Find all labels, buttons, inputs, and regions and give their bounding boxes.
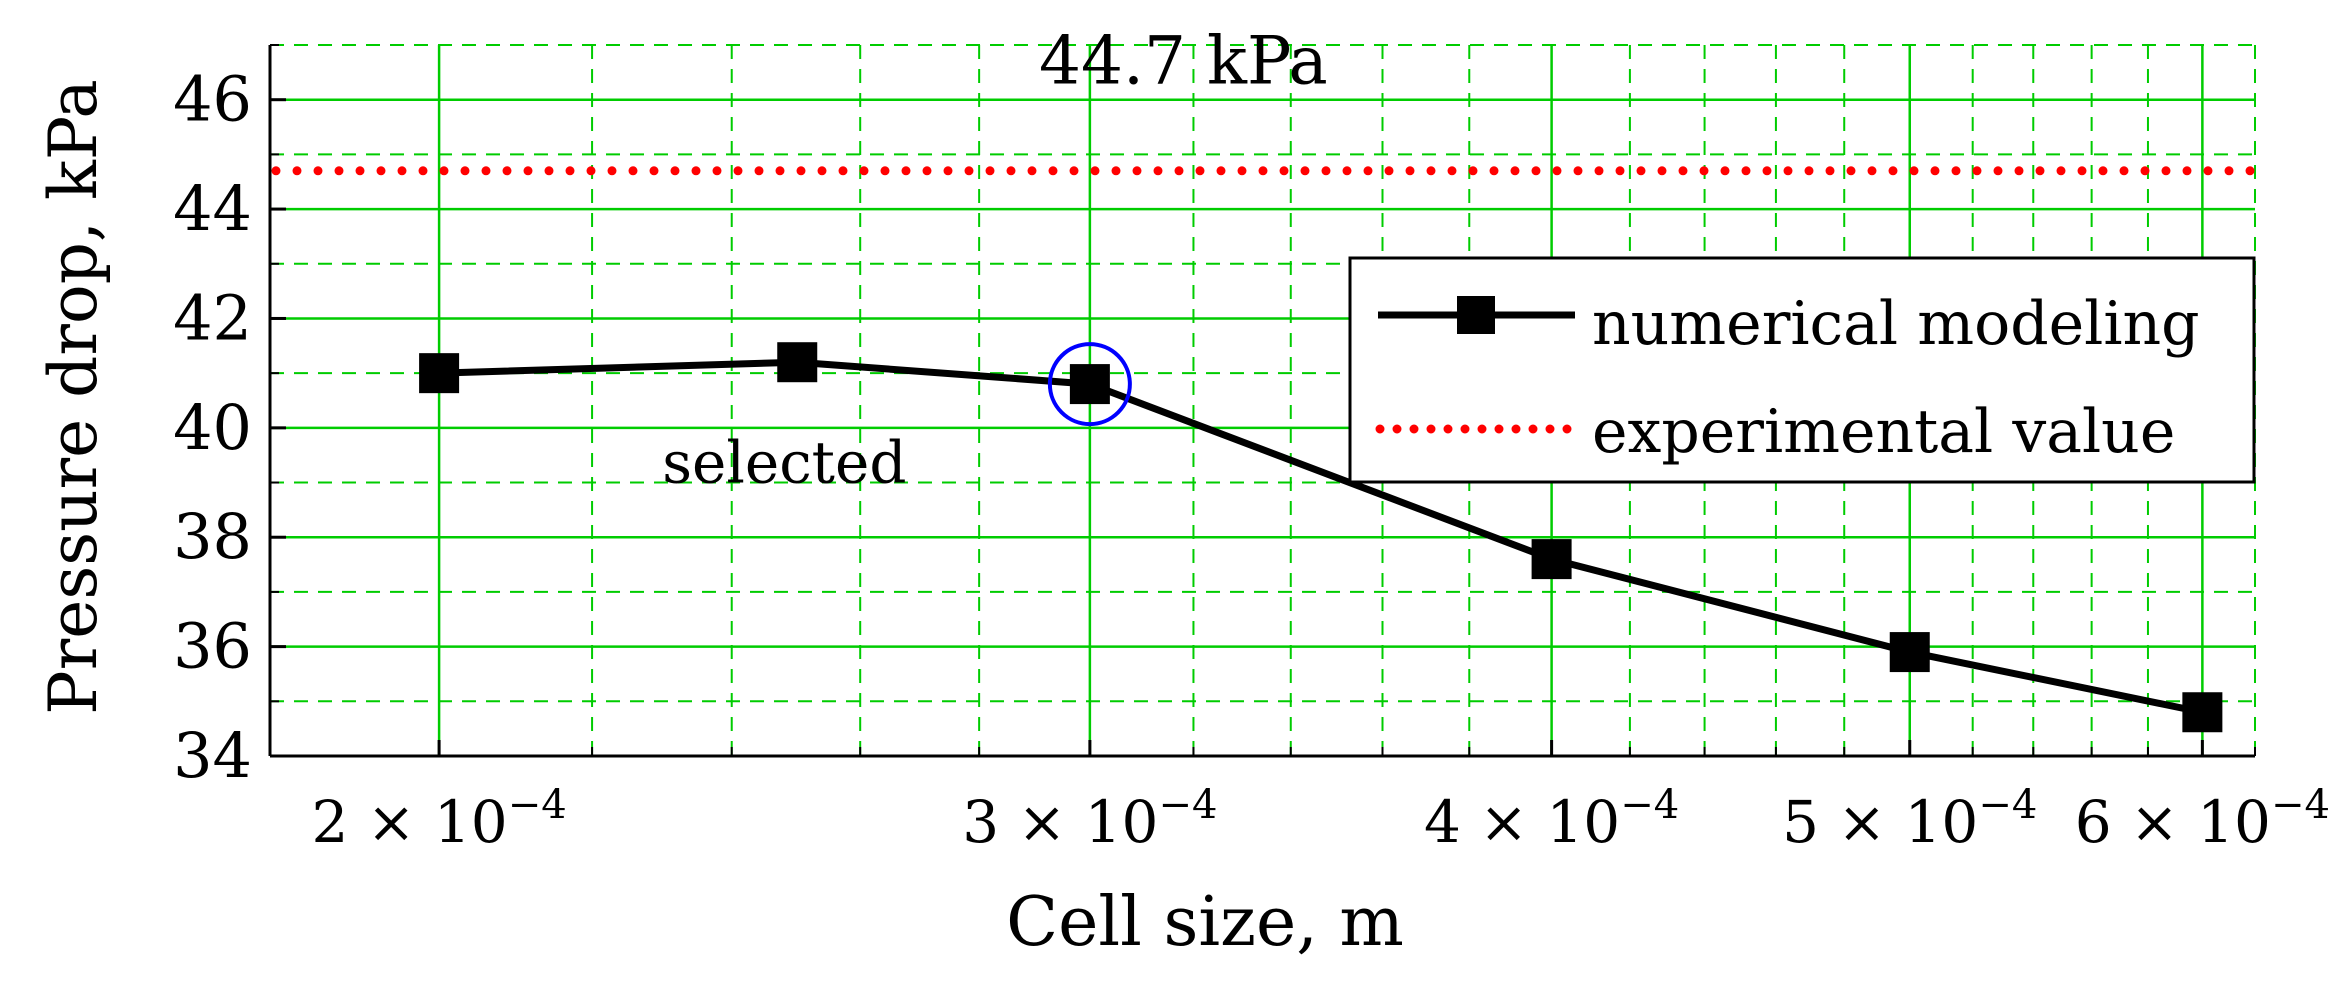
x-tick-label: 4 × 10−4 [1424,782,1679,856]
selected-point-circle [1047,342,1132,427]
legend: numerical modeling experimental value [1348,256,2256,484]
y-tick-label: 34 [173,719,252,792]
y-axis-title: Pressure drop, kPa [35,79,112,714]
x-tick-label: 2 × 10−4 [312,782,567,856]
x-tick-label: 3 × 10−4 [962,782,1217,856]
numerical-line [438,358,2204,716]
axes: 34 36 38 40 42 44 46 2 × 10−4 3 × 10−4 4 × 10−4 5 … [173,44,2330,856]
selected-label: selected [662,429,906,497]
x-axis-title: Cell size, m [1006,883,1404,962]
experimental-value-label: 44.7 kPa [1039,22,1328,99]
y-tick-label: 42 [173,281,252,354]
numerical-series [419,342,2223,733]
data-point-marker [1889,632,1930,673]
legend-numerical-label: numerical modeling [1592,289,2200,359]
legend-numerical-marker [1457,296,1495,334]
data-point-marker [1069,364,1110,405]
y-tick-label: 44 [173,172,252,245]
legend-experimental-label: experimental value [1592,397,2175,467]
y-tick-label: 40 [173,391,252,464]
data-point-marker [1531,539,1572,580]
data-point-marker [419,353,460,394]
y-tick-label: 46 [173,63,252,136]
data-point-marker [777,342,818,383]
legend-box [1348,256,2256,484]
x-tick-label: 5 × 10−4 [1782,782,2037,856]
x-tick-label: 6 × 10−4 [2075,782,2330,856]
annotations: 44.7 kPa selected [662,22,1328,496]
data-point-marker [2182,692,2223,733]
y-tick-label: 36 [173,610,252,683]
y-tick-label: 38 [173,500,252,573]
